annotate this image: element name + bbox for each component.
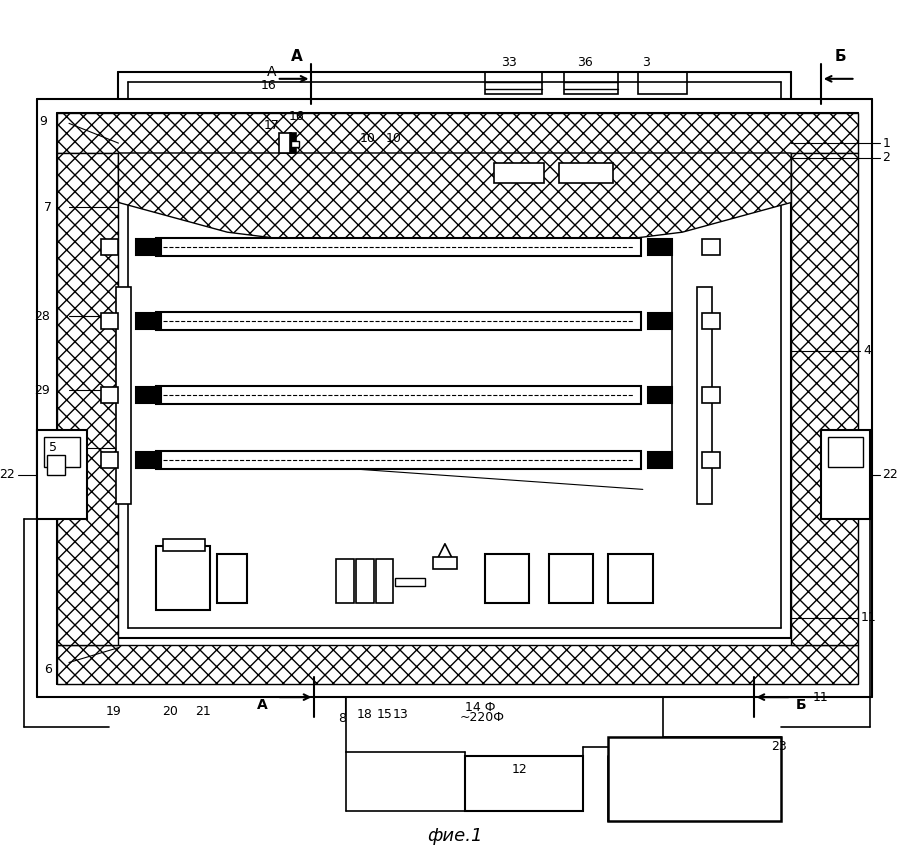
Bar xyxy=(484,554,529,603)
Text: 14 Ф: 14 Ф xyxy=(464,701,495,714)
Bar xyxy=(395,578,425,587)
Text: 21: 21 xyxy=(194,706,211,719)
Text: 6: 6 xyxy=(44,663,52,676)
Bar xyxy=(698,287,712,505)
Bar xyxy=(791,153,859,645)
Text: 10: 10 xyxy=(385,131,401,144)
Bar xyxy=(821,430,870,519)
Text: А: А xyxy=(256,698,267,712)
Bar xyxy=(702,239,720,255)
Bar xyxy=(156,386,641,404)
Bar xyxy=(101,239,119,255)
Bar xyxy=(116,287,131,505)
Bar xyxy=(279,133,291,153)
Bar xyxy=(828,437,863,467)
Bar xyxy=(101,387,119,403)
Text: 36: 36 xyxy=(578,55,593,68)
Bar xyxy=(702,314,720,329)
Bar xyxy=(47,454,65,474)
Bar xyxy=(57,645,859,684)
Bar xyxy=(44,437,80,467)
Text: 10: 10 xyxy=(360,131,375,144)
Bar xyxy=(608,737,781,821)
Bar xyxy=(37,430,86,519)
Text: 11: 11 xyxy=(813,690,829,703)
Bar xyxy=(549,554,593,603)
Text: 28: 28 xyxy=(34,310,50,323)
Text: 13: 13 xyxy=(392,708,409,721)
Bar xyxy=(101,314,119,329)
Bar xyxy=(484,72,542,93)
Bar xyxy=(356,559,373,603)
Text: 33: 33 xyxy=(501,55,518,68)
Bar xyxy=(291,141,299,147)
Text: 16: 16 xyxy=(261,79,276,92)
Text: 15: 15 xyxy=(376,708,392,721)
Polygon shape xyxy=(119,153,791,252)
Bar xyxy=(136,387,161,403)
Bar xyxy=(648,452,672,467)
Text: 20: 20 xyxy=(162,706,178,719)
Text: 4: 4 xyxy=(863,345,871,358)
Bar xyxy=(57,113,859,153)
Bar xyxy=(57,153,119,645)
Bar xyxy=(336,559,354,603)
Bar xyxy=(702,387,720,403)
Bar xyxy=(101,452,119,467)
Bar xyxy=(136,239,161,255)
Bar xyxy=(156,451,641,468)
Text: 22: 22 xyxy=(882,468,898,481)
Text: 7: 7 xyxy=(44,201,52,214)
Text: 22: 22 xyxy=(0,468,14,481)
Text: 17: 17 xyxy=(264,119,280,132)
Text: 3: 3 xyxy=(642,55,650,68)
Text: 16: 16 xyxy=(289,110,304,123)
Text: 8: 8 xyxy=(338,713,346,726)
Text: А: А xyxy=(291,48,302,64)
Bar xyxy=(156,238,641,256)
Bar xyxy=(702,452,720,467)
Bar xyxy=(638,72,688,93)
Text: 19: 19 xyxy=(105,706,122,719)
Bar xyxy=(433,556,457,569)
Bar xyxy=(218,554,248,603)
Bar xyxy=(608,554,652,603)
Text: фие.1: фие.1 xyxy=(428,827,482,845)
Text: 1: 1 xyxy=(882,137,890,149)
Text: 29: 29 xyxy=(34,384,50,397)
Bar xyxy=(156,546,211,610)
Bar xyxy=(290,133,295,153)
Bar xyxy=(156,312,641,330)
Text: 2: 2 xyxy=(882,151,890,164)
Bar xyxy=(559,163,613,182)
Bar xyxy=(648,387,672,403)
Text: 12: 12 xyxy=(511,763,527,776)
Bar xyxy=(136,452,161,467)
Text: Б: Б xyxy=(796,698,806,712)
Text: 9: 9 xyxy=(40,115,47,128)
Bar xyxy=(648,239,672,255)
Text: 18: 18 xyxy=(357,708,373,721)
Text: 5: 5 xyxy=(50,442,58,454)
Text: А: А xyxy=(267,65,276,79)
Bar xyxy=(494,163,544,182)
Text: Б: Б xyxy=(835,48,847,64)
Bar xyxy=(375,559,393,603)
Bar xyxy=(464,757,583,811)
Text: ~220Ф: ~220Ф xyxy=(460,711,505,724)
Bar xyxy=(648,314,672,329)
Text: 11: 11 xyxy=(860,612,877,625)
Bar xyxy=(136,314,161,329)
Bar xyxy=(563,72,618,93)
Text: 23: 23 xyxy=(771,740,788,753)
Bar xyxy=(163,539,204,550)
